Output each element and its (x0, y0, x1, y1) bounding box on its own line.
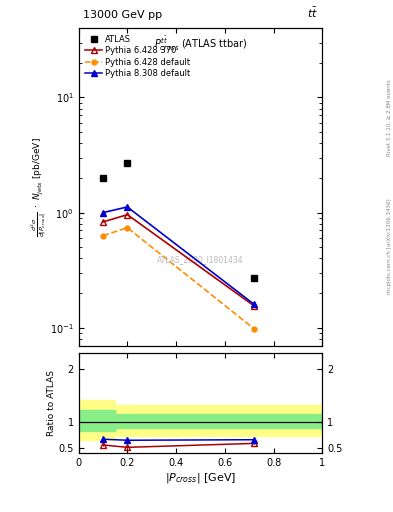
Line: Pythia 6.428 default: Pythia 6.428 default (101, 225, 257, 331)
Text: $P^{t\bar{t}}_{cross}$ (ATLAS ttbar): $P^{t\bar{t}}_{cross}$ (ATLAS ttbar) (154, 34, 247, 53)
Text: mcplots.cern.ch [arXiv:1306.3436]: mcplots.cern.ch [arXiv:1306.3436] (387, 198, 391, 293)
Line: Pythia 6.428 370: Pythia 6.428 370 (100, 211, 257, 309)
ATLAS (252, 275, 256, 281)
Y-axis label: $\frac{d^2\sigma}{d|P_{cross}|}\ \cdot\ N_{jets}\ \mathrm{[pb/GeV]}$: $\frac{d^2\sigma}{d|P_{cross}|}\ \cdot\ … (29, 137, 48, 237)
Pythia 6.428 370 (101, 219, 105, 225)
Pythia 6.428 370 (252, 303, 256, 309)
Pythia 6.428 default (252, 326, 256, 332)
Pythia 6.428 370 (125, 211, 130, 218)
Pythia 8.308 default (252, 301, 256, 307)
Text: Rivet 3.1.10, ≥ 2.8M events: Rivet 3.1.10, ≥ 2.8M events (387, 79, 391, 156)
Pythia 6.428 default (125, 225, 130, 231)
Line: ATLAS: ATLAS (99, 159, 257, 282)
ATLAS (101, 175, 105, 181)
Line: Pythia 8.308 default: Pythia 8.308 default (100, 204, 257, 307)
Pythia 8.308 default (101, 209, 105, 216)
ATLAS (125, 160, 130, 166)
Text: $t\bar{t}$: $t\bar{t}$ (307, 6, 318, 20)
Text: 13000 GeV pp: 13000 GeV pp (83, 10, 162, 20)
Text: ATLAS_2020_I1801434: ATLAS_2020_I1801434 (157, 255, 244, 264)
Pythia 6.428 default (101, 232, 105, 239)
X-axis label: $|P_{cross}|$ [GeV]: $|P_{cross}|$ [GeV] (165, 471, 236, 485)
Y-axis label: Ratio to ATLAS: Ratio to ATLAS (47, 370, 55, 436)
Pythia 8.308 default (125, 204, 130, 210)
Legend: ATLAS, Pythia 6.428 370, Pythia 6.428 default, Pythia 8.308 default: ATLAS, Pythia 6.428 370, Pythia 6.428 de… (83, 32, 193, 81)
